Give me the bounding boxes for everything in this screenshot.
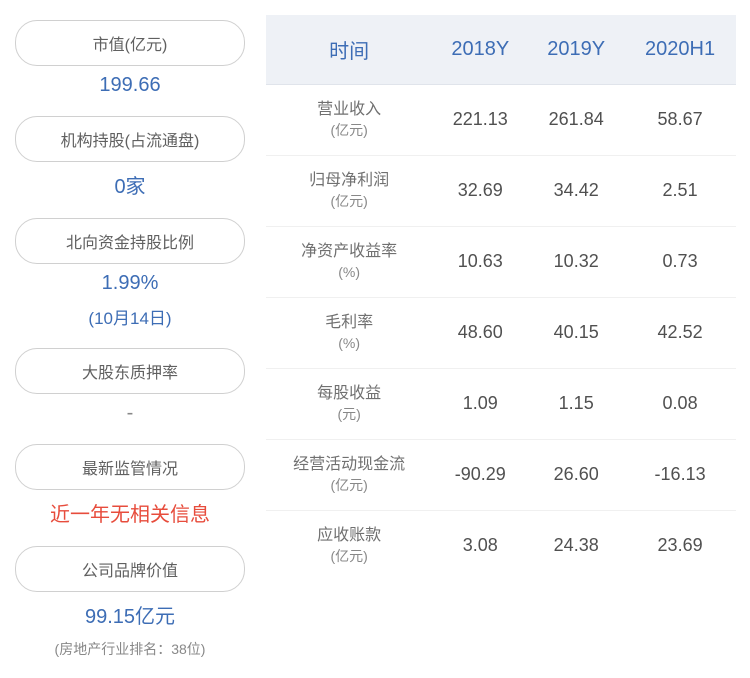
table-cell: 48.60 xyxy=(432,297,528,368)
metric-unit: (亿元) xyxy=(274,121,424,141)
table-cell: 261.84 xyxy=(528,85,624,156)
summary-pill-4: 最新监管情况 xyxy=(15,444,245,490)
metric-name-cell: 净资产收益率 (%) xyxy=(266,226,432,297)
table-cell: 40.15 xyxy=(528,297,624,368)
summary-panel: 市值(亿元) 199.66 机构持股(占流通盘) 0家北向资金持股比例 1.99% (10… xyxy=(0,0,260,678)
summary-value-0: 199.66 xyxy=(15,74,245,97)
summary-pill-5: 公司品牌价值 xyxy=(15,546,245,592)
table-row: 毛利率 (%) 48.6040.1542.52 xyxy=(266,297,736,368)
table-cell: 42.52 xyxy=(624,297,736,368)
table-cell: 23.69 xyxy=(624,510,736,580)
table-cell: 0.08 xyxy=(624,368,736,439)
metric-name: 应收账款 xyxy=(317,527,381,544)
table-cell: 32.69 xyxy=(432,155,528,226)
table-row: 应收账款 (亿元) 3.0824.3823.69 xyxy=(266,510,736,580)
table-row: 经营活动现金流 (亿元) -90.2926.60-16.13 xyxy=(266,439,736,510)
summary-pill-3: 大股东质押率 xyxy=(15,348,245,394)
table-header-3: 2020H1 xyxy=(624,15,736,85)
financial-table: 时间2018Y2019Y2020H1 营业收入 (亿元) 221.13261.845… xyxy=(266,15,736,581)
financial-table-panel: 时间2018Y2019Y2020H1 营业收入 (亿元) 221.13261.845… xyxy=(260,0,750,678)
metric-unit: (亿元) xyxy=(274,192,424,212)
table-header-2: 2019Y xyxy=(528,15,624,85)
table-cell: 1.15 xyxy=(528,368,624,439)
table-cell: 26.60 xyxy=(528,439,624,510)
metric-name-cell: 应收账款 (亿元) xyxy=(266,510,432,580)
summary-value-1: 0家 xyxy=(15,170,245,199)
table-cell: 58.67 xyxy=(624,85,736,156)
summary-value-2: 1.99% xyxy=(15,272,245,295)
metric-unit: (元) xyxy=(274,405,424,425)
metric-unit: (亿元) xyxy=(274,476,424,496)
table-cell: 221.13 xyxy=(432,85,528,156)
table-row: 净资产收益率 (%) 10.6310.320.73 xyxy=(266,226,736,297)
table-cell: 1.09 xyxy=(432,368,528,439)
metric-unit: (亿元) xyxy=(274,547,424,567)
table-cell: 10.32 xyxy=(528,226,624,297)
table-row: 每股收益 (元) 1.091.150.08 xyxy=(266,368,736,439)
metric-name-cell: 营业收入 (亿元) xyxy=(266,85,432,156)
table-cell: -16.13 xyxy=(624,439,736,510)
metric-unit: (%) xyxy=(274,334,424,354)
summary-value-5: 99.15亿元 xyxy=(15,600,245,629)
table-cell: 2.51 xyxy=(624,155,736,226)
metric-name-cell: 经营活动现金流 (亿元) xyxy=(266,439,432,510)
table-cell: 10.63 xyxy=(432,226,528,297)
metric-name-cell: 毛利率 (%) xyxy=(266,297,432,368)
metric-name: 毛利率 xyxy=(325,314,373,331)
table-cell: 0.73 xyxy=(624,226,736,297)
table-cell: 34.42 xyxy=(528,155,624,226)
table-row: 营业收入 (亿元) 221.13261.8458.67 xyxy=(266,85,736,156)
table-cell: -90.29 xyxy=(432,439,528,510)
summary-pill-0: 市值(亿元) xyxy=(15,20,245,66)
summary-value-4: 近一年无相关信息 xyxy=(15,498,245,527)
table-header-1: 2018Y xyxy=(432,15,528,85)
metric-name: 经营活动现金流 xyxy=(293,456,405,473)
summary-value-3: - xyxy=(15,402,245,425)
table-header-0: 时间 xyxy=(266,15,432,85)
table-cell: 3.08 xyxy=(432,510,528,580)
metric-name: 营业收入 xyxy=(317,101,381,118)
table-row: 归母净利润 (亿元) 32.6934.422.51 xyxy=(266,155,736,226)
summary-date-note-2: (10月14日) xyxy=(15,304,245,329)
summary-sub-note-5: (房地产行业排名：38位) xyxy=(15,639,245,659)
metric-name: 净资产收益率 xyxy=(301,243,397,260)
metric-name-cell: 每股收益 (元) xyxy=(266,368,432,439)
metric-name: 归母净利润 xyxy=(309,172,389,189)
metric-name: 每股收益 xyxy=(317,385,381,402)
table-cell: 24.38 xyxy=(528,510,624,580)
summary-pill-1: 机构持股(占流通盘) xyxy=(15,116,245,162)
metric-name-cell: 归母净利润 (亿元) xyxy=(266,155,432,226)
summary-pill-2: 北向资金持股比例 xyxy=(15,218,245,264)
metric-unit: (%) xyxy=(274,263,424,283)
